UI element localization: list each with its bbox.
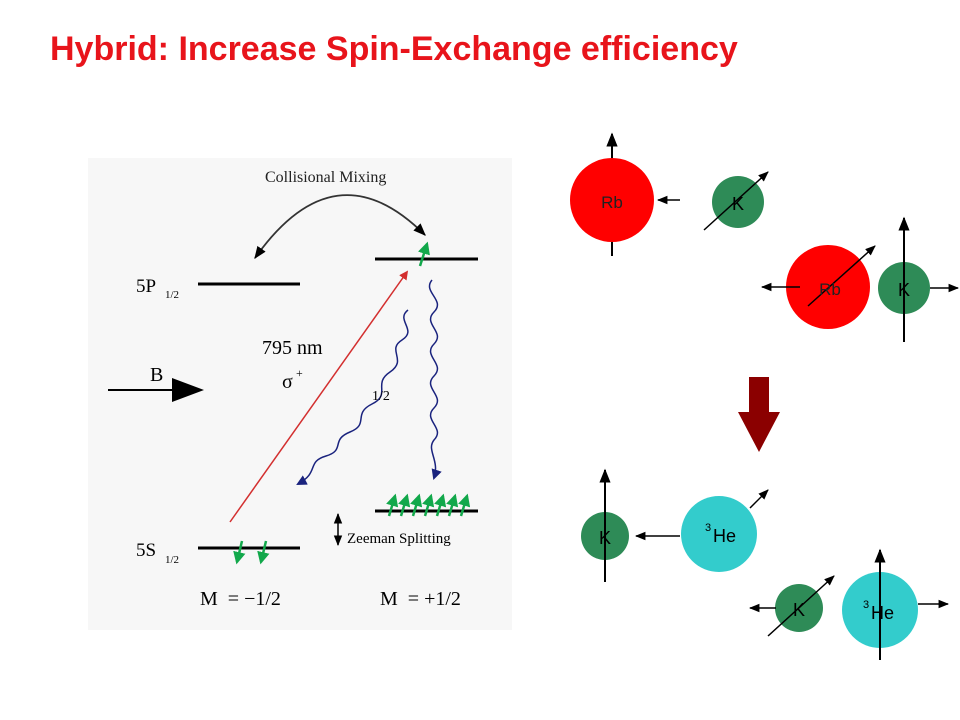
rb-label: Rb — [601, 193, 623, 212]
spin-down-arrow — [257, 540, 270, 565]
level-5p-label: 5P — [136, 276, 156, 297]
spin-down-arrow — [233, 540, 246, 565]
slide-title: Hybrid: Increase Spin-Exchange efficienc… — [50, 30, 738, 68]
m-plus-label: M = +1/2 — [380, 588, 461, 610]
zeeman-label: Zeeman Splitting — [347, 531, 451, 547]
rb-k-pair-separated: Rb K — [570, 132, 769, 256]
m-minus-label: M = −1/2 — [200, 588, 281, 610]
he3-label: He — [871, 603, 894, 623]
decay-wave-right — [428, 279, 442, 480]
k-label: K — [793, 600, 805, 620]
k-label: K — [732, 194, 744, 214]
rb-k-pair-colliding: Rb K — [760, 216, 960, 342]
rb-atom — [570, 158, 654, 242]
k-he3-pair-colliding: K 3 He — [748, 548, 950, 660]
polarization-superscript: + — [296, 366, 303, 380]
rb-atom — [786, 245, 870, 329]
energy-level-diagram: Collisional Mixing 5P 1/2 795 nm σ + 1/2… — [108, 169, 478, 610]
he3-spin-arrow — [749, 489, 769, 509]
collisional-mixing-label: Collisional Mixing — [265, 169, 386, 186]
polarization-label: σ — [282, 371, 293, 393]
level-5s-subscript: 1/2 — [165, 554, 179, 566]
level-5s-label: 5S — [136, 540, 156, 561]
laser-excitation-arrow — [229, 270, 409, 523]
branching-label: 1/2 — [372, 389, 390, 404]
k-label: K — [599, 528, 611, 548]
k-label: K — [898, 280, 910, 300]
b-field-arrowhead — [172, 378, 204, 402]
he3-mass-number: 3 — [863, 599, 869, 611]
k-he3-pair-separated: K 3 He — [581, 468, 769, 582]
process-down-arrow — [738, 377, 780, 452]
wavelength-label: 795 nm — [262, 337, 323, 359]
spin-up-arrows — [386, 493, 471, 517]
k-spin-arrow — [767, 575, 835, 637]
rb-label: Rb — [819, 280, 841, 299]
level-5p-subscript: 1/2 — [165, 289, 179, 301]
k-spin-arrow — [703, 171, 769, 231]
upper-spin-arrow — [418, 241, 430, 267]
rb-spin-arrow — [807, 245, 876, 307]
he3-label: He — [713, 526, 736, 546]
b-field-label: B — [150, 364, 163, 386]
k-atom — [712, 176, 764, 228]
he3-atom — [681, 496, 757, 572]
collisional-mixing-arrow — [254, 194, 426, 260]
decay-wave-left — [296, 309, 409, 486]
he3-mass-number: 3 — [705, 522, 711, 534]
